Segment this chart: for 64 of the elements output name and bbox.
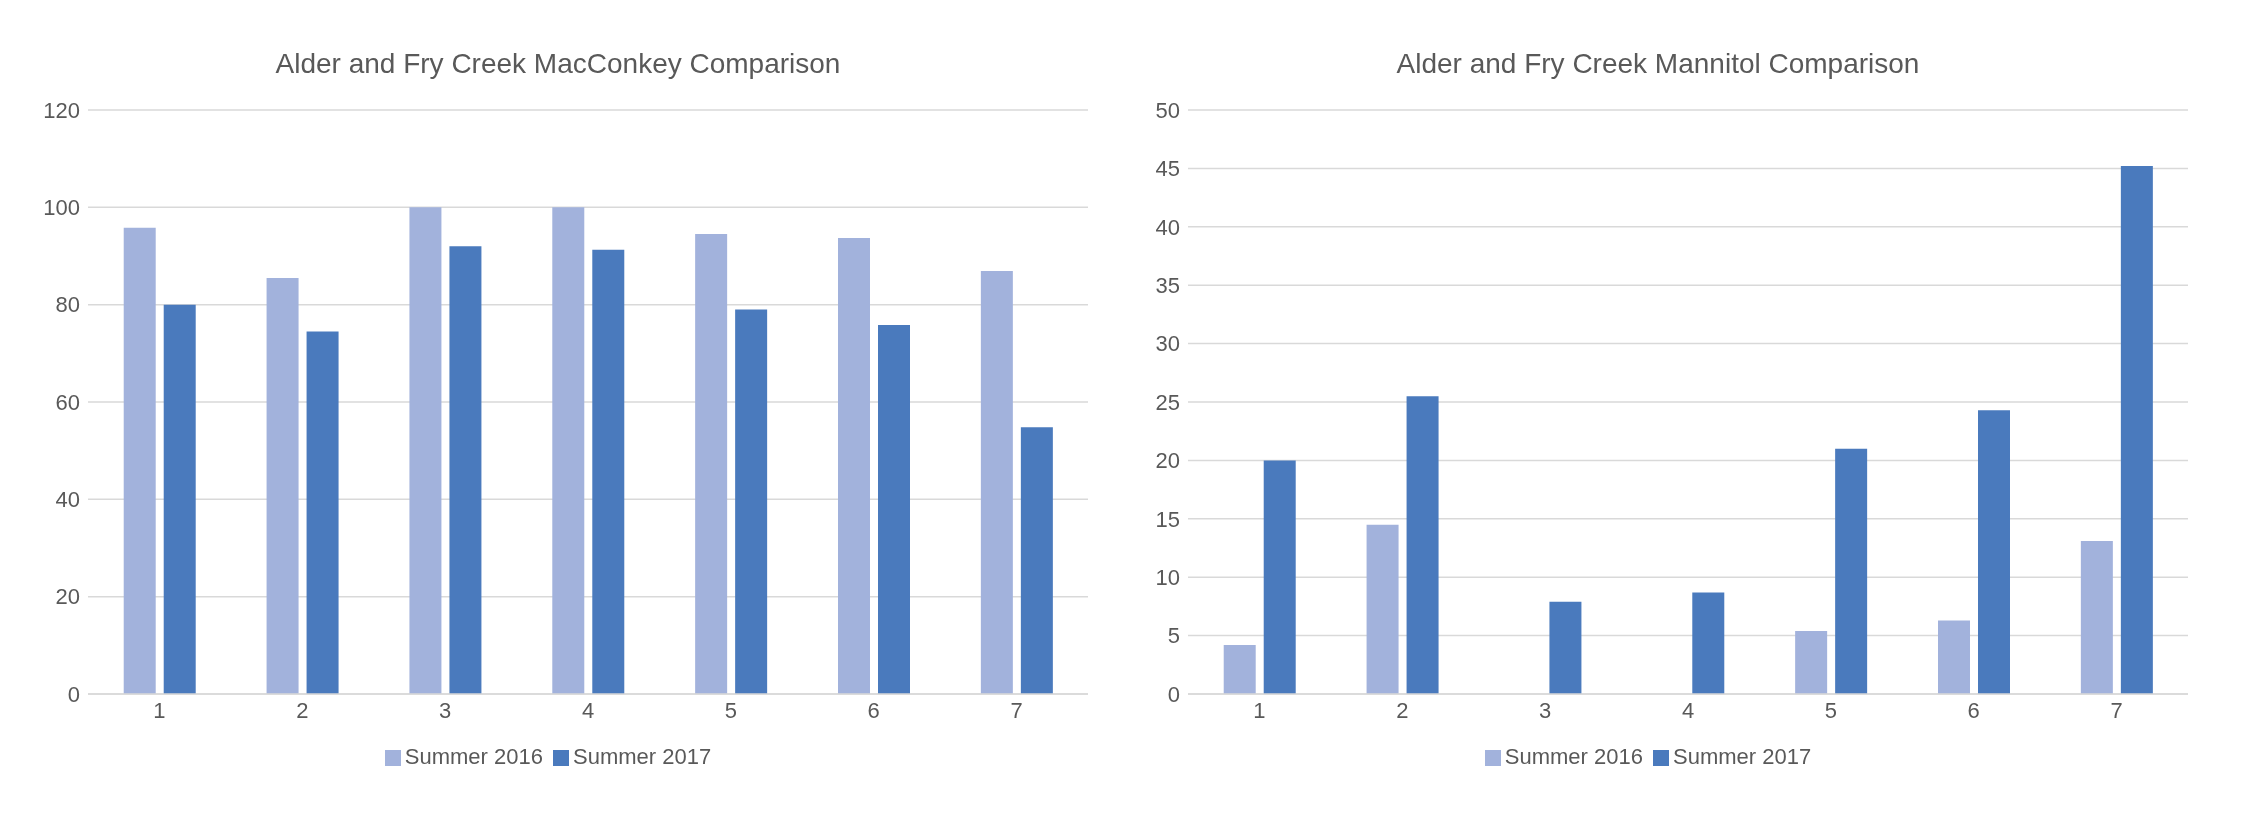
chart-title: Alder and Fry Creek MacConkey Comparison xyxy=(274,48,842,80)
y-tick-label: 35 xyxy=(1155,273,1180,299)
bar xyxy=(266,277,299,694)
x-tick-label: 6 xyxy=(1967,697,1980,723)
y-tick-label: 0 xyxy=(1167,681,1180,707)
x-tick-label: 5 xyxy=(724,697,737,723)
bar xyxy=(552,207,585,694)
legend-label: Summer 2017 xyxy=(1673,744,1812,769)
bar xyxy=(1366,524,1399,694)
y-tick-label: 0 xyxy=(67,681,80,707)
y-tick-label: 60 xyxy=(55,389,80,415)
x-tick-label: 2 xyxy=(1396,697,1409,723)
y-tick-label: 10 xyxy=(1155,565,1180,591)
bar xyxy=(1549,601,1582,694)
y-tick-label: 25 xyxy=(1155,389,1180,415)
x-tick-label: 1 xyxy=(153,697,166,723)
y-tick-label: 15 xyxy=(1155,506,1180,532)
legend-label: Summer 2017 xyxy=(573,744,712,769)
x-tick-label: 7 xyxy=(1010,697,1023,723)
bar xyxy=(1795,630,1828,694)
bar xyxy=(1692,592,1725,694)
bar xyxy=(838,237,870,694)
y-tick-label: 120 xyxy=(43,97,80,123)
y-tick-label: 40 xyxy=(1155,214,1180,240)
bar xyxy=(306,331,339,694)
chart-title: Alder and Fry Creek Mannitol Comparison xyxy=(1395,48,1921,80)
bar xyxy=(1835,448,1868,694)
y-tick-label: 100 xyxy=(43,195,80,221)
y-tick-label: 80 xyxy=(55,292,80,318)
x-tick-label: 7 xyxy=(2110,697,2123,723)
bar xyxy=(1263,460,1296,694)
bar xyxy=(1938,620,1970,694)
y-tick-label: 5 xyxy=(1167,623,1180,649)
bar xyxy=(1020,427,1053,694)
bar xyxy=(695,234,728,694)
y-tick-label: 20 xyxy=(1155,448,1180,474)
bar xyxy=(2080,540,2113,694)
y-tick-label: 45 xyxy=(1155,156,1180,182)
y-tick-label: 20 xyxy=(55,584,80,610)
bar xyxy=(449,246,482,694)
bar xyxy=(123,227,156,694)
y-tick-label: 50 xyxy=(1155,97,1180,123)
bar xyxy=(1223,644,1256,694)
x-tick-label: 5 xyxy=(1824,697,1837,723)
x-tick-label: 6 xyxy=(867,697,880,723)
bar xyxy=(2120,166,2153,694)
bar xyxy=(735,309,768,694)
bar xyxy=(878,325,910,694)
y-tick-label: 30 xyxy=(1155,331,1180,357)
legend-label: Summer 2016 xyxy=(404,744,543,769)
y-tick-label: 40 xyxy=(55,487,80,513)
bar xyxy=(1406,396,1439,694)
bar xyxy=(409,207,442,694)
x-tick-label: 4 xyxy=(1681,697,1695,723)
x-tick-label: 3 xyxy=(439,697,452,723)
bar xyxy=(1978,410,2010,694)
x-tick-label: 4 xyxy=(581,697,595,723)
x-tick-label: 1 xyxy=(1253,697,1266,723)
x-tick-label: 2 xyxy=(296,697,309,723)
bar xyxy=(980,271,1013,694)
legend-label: Summer 2016 xyxy=(1504,744,1643,769)
bar xyxy=(592,249,625,694)
bar xyxy=(163,304,196,694)
x-tick-label: 3 xyxy=(1539,697,1552,723)
